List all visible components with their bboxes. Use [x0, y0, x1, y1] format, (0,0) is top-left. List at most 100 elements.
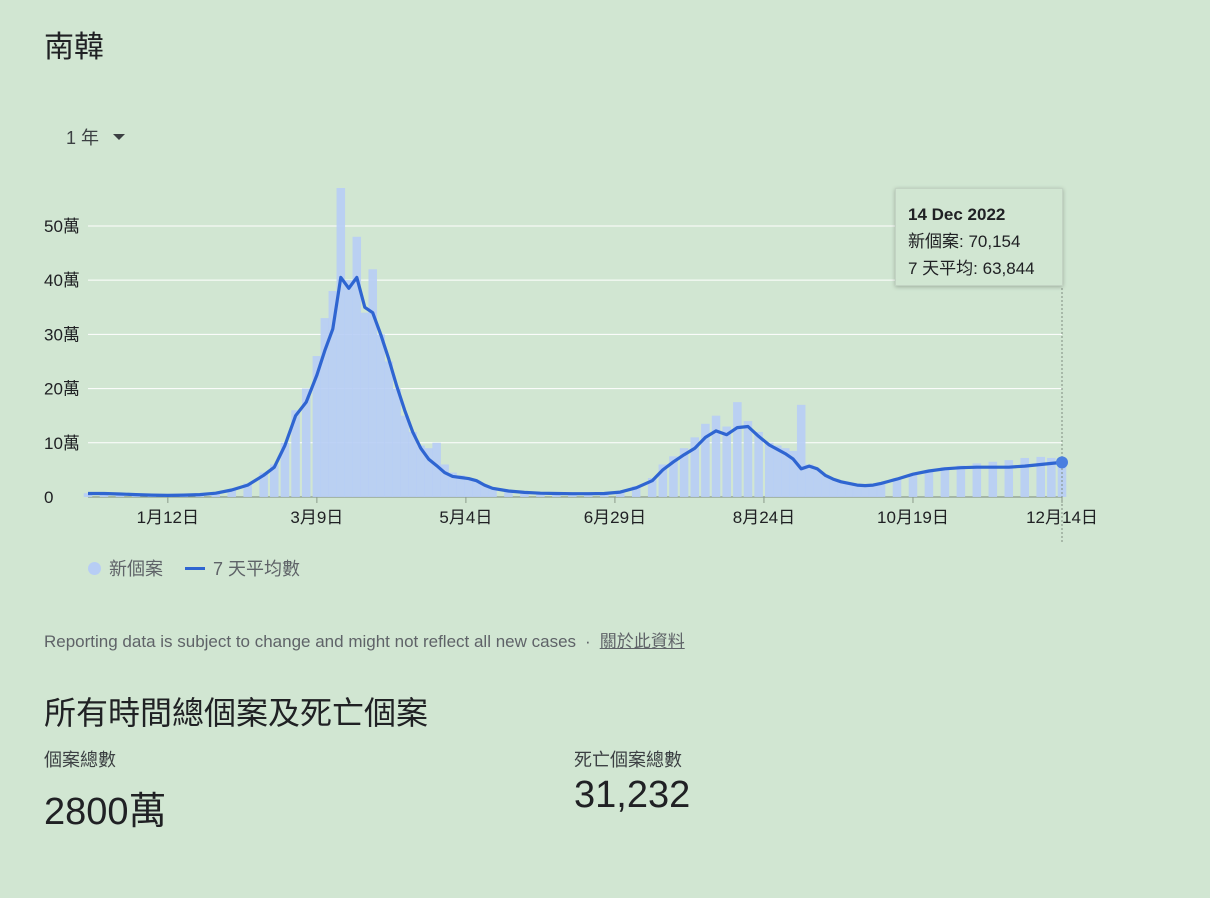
bar — [772, 445, 782, 497]
bar — [988, 461, 998, 497]
bar — [631, 486, 641, 497]
bar — [336, 188, 346, 497]
bar — [754, 431, 763, 497]
bar — [743, 421, 753, 497]
bar — [828, 479, 838, 497]
bar — [568, 493, 577, 497]
bar — [360, 312, 370, 497]
y-tick-label: 50萬 — [44, 217, 80, 236]
bar — [940, 467, 950, 497]
y-tick-label: 30萬 — [44, 325, 80, 344]
bar — [368, 269, 378, 497]
bar — [844, 483, 854, 497]
bar — [328, 291, 338, 497]
page-title: 南韓 — [44, 31, 104, 64]
bar — [552, 493, 561, 497]
x-tick-label: 5月4日 — [439, 508, 492, 527]
bar — [796, 404, 806, 497]
legend-dot-icon — [88, 561, 101, 575]
caret-down-icon — [113, 134, 126, 140]
bar — [733, 402, 742, 497]
x-tick-label: 8月24日 — [733, 508, 795, 527]
y-tick-label: 10萬 — [44, 434, 80, 453]
tooltip-average: 7 天平均: 63,844 — [908, 259, 1035, 278]
bar — [211, 492, 220, 497]
x-tick-label: 1月12日 — [137, 508, 199, 527]
bar — [392, 388, 401, 497]
bar — [600, 493, 609, 497]
x-tick-label: 3月9日 — [290, 508, 343, 527]
bar — [376, 334, 385, 497]
note-text: Reporting data is subject to change and … — [44, 632, 577, 651]
about-data-link[interactable]: 關於此資料 — [599, 632, 685, 651]
bar — [956, 465, 966, 497]
bar — [924, 469, 934, 497]
bar — [291, 410, 300, 497]
bar — [520, 492, 529, 497]
bar — [972, 463, 982, 497]
hover-point — [1056, 456, 1068, 469]
range-label: 1 年 — [66, 128, 100, 148]
bar — [584, 493, 593, 497]
bar — [860, 485, 870, 497]
y-tick-label: 20萬 — [44, 380, 80, 399]
bar — [647, 478, 657, 497]
bar — [344, 280, 354, 497]
chart-tooltip: 14 Dec 2022 新個案: 70,154 7 天平均: 63,844 — [895, 188, 1063, 286]
bar — [679, 448, 689, 497]
total-cases-label: 個案總數 — [44, 750, 116, 770]
bar — [908, 474, 918, 497]
bar — [456, 475, 465, 497]
bar-series — [83, 188, 1067, 497]
bar — [440, 464, 449, 497]
x-tick-label: 10月19日 — [877, 508, 949, 527]
bar — [472, 480, 481, 497]
bar — [424, 448, 433, 497]
bar — [301, 388, 311, 497]
cases-chart[interactable]: 0 10萬 20萬 30萬 40萬 50萬 1月12日 3月9日 5月4日 6月29日 8月24日… — [0, 180, 1210, 550]
bar — [259, 472, 268, 497]
y-tick-label: 40萬 — [44, 271, 80, 290]
average-line — [88, 275, 1063, 497]
x-axis-labels: 1月12日 3月9日 5月4日 6月29日 8月24日 10月19日 12月14日 — [137, 497, 1098, 527]
bar — [780, 448, 790, 497]
total-deaths-value: 31,232 — [574, 774, 691, 816]
bar — [352, 236, 362, 497]
bar — [312, 356, 322, 497]
range-dropdown[interactable]: 1 年 — [66, 124, 126, 150]
bar — [448, 472, 457, 497]
total-deaths-label: 死亡個案總數 — [574, 750, 682, 770]
bar — [836, 481, 846, 497]
bar — [868, 484, 878, 497]
bar — [701, 423, 710, 497]
bar — [669, 456, 678, 497]
bar — [1036, 456, 1045, 497]
bar — [270, 464, 279, 497]
bar — [488, 488, 497, 497]
line-series — [88, 275, 1063, 497]
legend-average: 7 天平均數 — [213, 559, 301, 579]
note-separator: · — [585, 632, 591, 651]
tooltip-cases: 新個案: 70,154 — [908, 232, 1021, 251]
bar — [400, 415, 409, 497]
bar — [804, 464, 814, 497]
bar — [615, 491, 625, 497]
hover-marker — [1056, 188, 1068, 542]
y-tick-label: 0 — [44, 488, 53, 507]
bar — [892, 478, 902, 497]
bar — [820, 475, 830, 497]
bar — [852, 484, 862, 497]
bar — [788, 450, 798, 497]
bar — [1004, 460, 1014, 497]
bar — [99, 493, 109, 497]
bar — [658, 464, 668, 497]
legend-cases: 新個案 — [109, 559, 163, 579]
reporting-note: Reporting data is subject to change and … — [44, 627, 685, 652]
bar — [384, 361, 393, 497]
bar — [432, 442, 441, 497]
bar — [480, 485, 489, 497]
bar — [1047, 457, 1056, 497]
chart-legend: 新個案 7 天平均數 — [88, 555, 300, 581]
bar — [504, 491, 513, 497]
x-tick-label: 6月29日 — [584, 508, 646, 527]
